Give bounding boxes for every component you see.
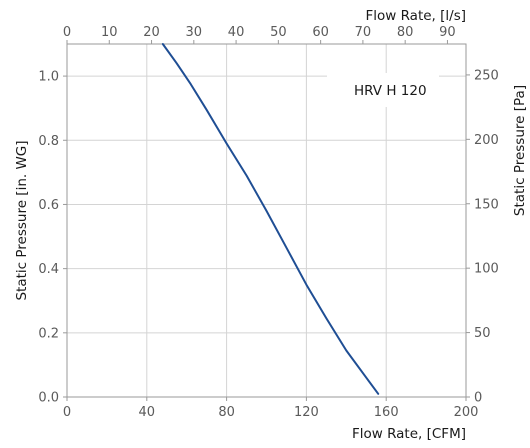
x-top-tick-label: 50: [270, 25, 287, 40]
plot-frame: [66, 43, 467, 398]
x-top-tick-label: 60: [312, 25, 329, 40]
x-bottom-tick-label: 0: [63, 405, 71, 420]
x-top-tick-label: 70: [355, 25, 372, 40]
y-right-tick-label: 250: [474, 68, 499, 83]
x-bottom-tick-label: 200: [454, 405, 479, 420]
x-top-tick-label: 0: [63, 25, 71, 40]
x-bottom-tick-label: 40: [139, 405, 156, 420]
x-top-tick-label: 80: [397, 25, 414, 40]
y-left-tick-label: 0.0: [38, 391, 59, 406]
y-right-tick-label: 150: [474, 197, 499, 212]
y-left-tick-label: 0.4: [38, 262, 59, 277]
legend-entry-hrv-h-120: HRV H 120: [354, 83, 427, 99]
x-top-tick-label: 90: [439, 25, 456, 40]
x-bottom-tick-label: 80: [218, 405, 235, 420]
x-bottom-tick-label: 160: [374, 405, 399, 420]
x-bottom-tick-label: 120: [294, 405, 319, 420]
y-right-tick-label: 100: [474, 262, 499, 277]
series-layer: [161, 43, 380, 395]
y-left-tick-label: 0.6: [38, 198, 59, 213]
x-top-tick-label: 30: [186, 25, 203, 40]
x-top-tick-label: 10: [101, 25, 118, 40]
x-top-tick-label: 20: [143, 25, 160, 40]
legend-box: [327, 73, 439, 107]
y-axis-left-title: Static Pressure [in. WG]: [14, 140, 30, 300]
y-right-tick-label: 50: [474, 326, 491, 341]
y-right-tick-label: 0: [474, 391, 482, 406]
grid-lines: [67, 44, 466, 397]
series-line: [161, 43, 380, 395]
x-axis-bottom-title: Flow Rate, [CFM]: [352, 426, 466, 442]
x-axis-top-title: Flow Rate, [l/s]: [365, 8, 466, 24]
y-right-tick-label: 200: [474, 133, 499, 148]
y-left-tick-label: 0.8: [38, 134, 59, 149]
y-left-tick-label: 1.0: [38, 70, 59, 85]
y-axis-right-title: Static Pressure [Pa]: [512, 85, 528, 216]
x-top-tick-label: 40: [228, 25, 245, 40]
y-left-tick-label: 0.2: [38, 326, 59, 341]
